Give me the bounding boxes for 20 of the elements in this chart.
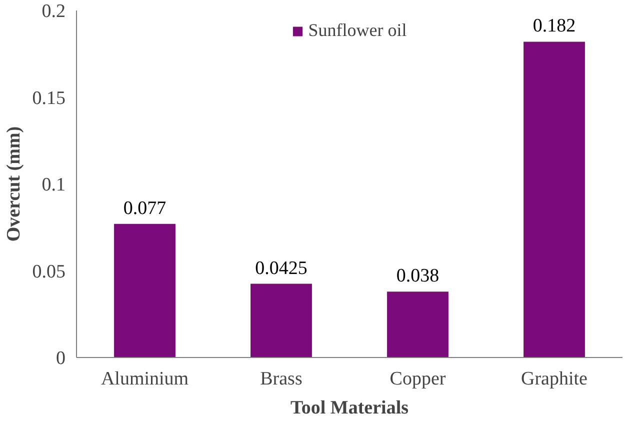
x-tick-label: Copper xyxy=(390,368,446,390)
data-label: 0.038 xyxy=(396,266,440,287)
data-label: 0.0425 xyxy=(255,258,308,279)
y-tick-label: 0.1 xyxy=(42,174,66,196)
y-tick-label: 0.15 xyxy=(32,88,66,109)
x-axis-title: Tool Materials xyxy=(290,398,409,418)
bar xyxy=(524,42,585,358)
legend-label: Sunflower oil xyxy=(308,20,407,41)
x-tick-label: Graphite xyxy=(521,368,588,390)
y-tick-label: 0 xyxy=(56,348,66,369)
y-tick-label: 0.2 xyxy=(42,1,66,22)
bar xyxy=(114,224,176,358)
bar xyxy=(250,284,312,358)
x-tick-label: Brass xyxy=(260,368,302,390)
y-tick-label: 0.05 xyxy=(32,261,66,282)
data-label: 0.077 xyxy=(123,198,166,219)
data-label: 0.182 xyxy=(532,16,576,37)
bar xyxy=(387,292,448,358)
x-tick-label: Aluminium xyxy=(100,368,189,390)
y-axis-title: Overcut (mm) xyxy=(3,126,24,242)
